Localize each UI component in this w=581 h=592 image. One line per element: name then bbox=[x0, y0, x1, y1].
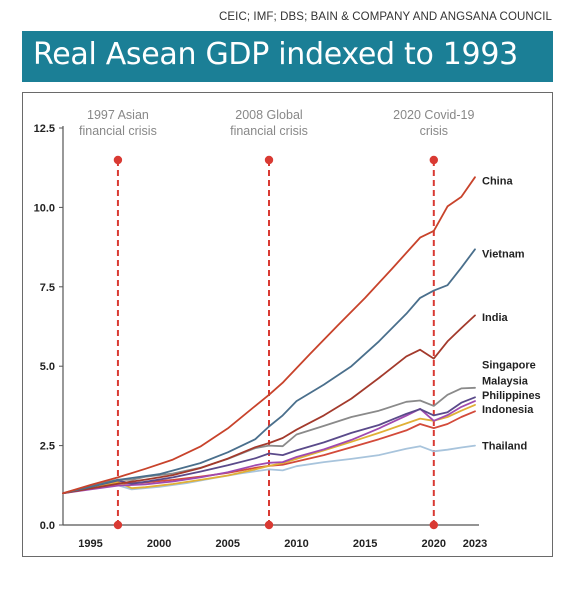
crisis-annotation-line1: 1997 Asian bbox=[87, 108, 149, 122]
series-label: Philippines bbox=[482, 390, 541, 402]
crisis-marker-bottom-dot bbox=[429, 520, 438, 530]
y-tick-label: 7.5 bbox=[40, 282, 55, 294]
series-line bbox=[62, 396, 476, 495]
crisis-marker-top-dot bbox=[113, 155, 123, 165]
series-line bbox=[62, 444, 476, 495]
x-tick-label: 1995 bbox=[78, 538, 102, 550]
crisis-marker-top-dot bbox=[264, 155, 274, 165]
series-line bbox=[62, 400, 476, 495]
series-line bbox=[62, 403, 476, 495]
y-tick-label: 12.5 bbox=[34, 123, 55, 135]
chart-title: Real Asean GDP indexed to 1993 bbox=[33, 37, 518, 72]
crisis-marker-bottom-dot bbox=[264, 520, 274, 530]
crisis-annotation-line1: 2020 Covid-19 bbox=[393, 108, 474, 122]
crisis-marker-bottom-dot bbox=[113, 520, 123, 530]
series-label: Malaysia bbox=[482, 375, 529, 387]
y-tick-label: 5.0 bbox=[40, 361, 55, 373]
y-tick-label: 0.0 bbox=[40, 520, 55, 532]
x-tick-label: 2023 bbox=[463, 538, 487, 550]
y-tick-label: 2.5 bbox=[40, 441, 55, 453]
series-label: China bbox=[482, 175, 513, 187]
crisis-annotation-line2: financial crisis bbox=[230, 124, 308, 138]
source-credit: CEIC; IMF; DBS; BAIN & COMPANY AND ANGSA… bbox=[218, 11, 552, 23]
title-banner: Real Asean GDP indexed to 1993 bbox=[22, 31, 553, 82]
series-label: Indonesia bbox=[482, 404, 534, 416]
series-line bbox=[62, 176, 476, 495]
series-line bbox=[62, 248, 476, 495]
x-tick-label: 2000 bbox=[147, 538, 171, 550]
x-tick-label: 2010 bbox=[284, 538, 308, 550]
x-tick-label: 2015 bbox=[353, 538, 377, 550]
x-tick-label: 2005 bbox=[216, 538, 240, 550]
series-line bbox=[62, 386, 476, 495]
series-label: Thailand bbox=[482, 441, 527, 453]
series-label: India bbox=[482, 312, 509, 324]
crisis-annotation-line1: 2008 Global bbox=[235, 108, 302, 122]
series-line bbox=[62, 314, 476, 495]
series-label: Vietnam bbox=[482, 248, 525, 260]
crisis-annotation-line2: financial crisis bbox=[79, 124, 157, 138]
crisis-marker-top-dot bbox=[429, 155, 438, 165]
series-line bbox=[62, 410, 476, 495]
x-tick-label: 2020 bbox=[422, 538, 446, 550]
crisis-annotation-line2: crisis bbox=[420, 124, 448, 138]
y-tick-label: 10.0 bbox=[34, 202, 55, 214]
series-label: Singapore bbox=[482, 360, 536, 372]
